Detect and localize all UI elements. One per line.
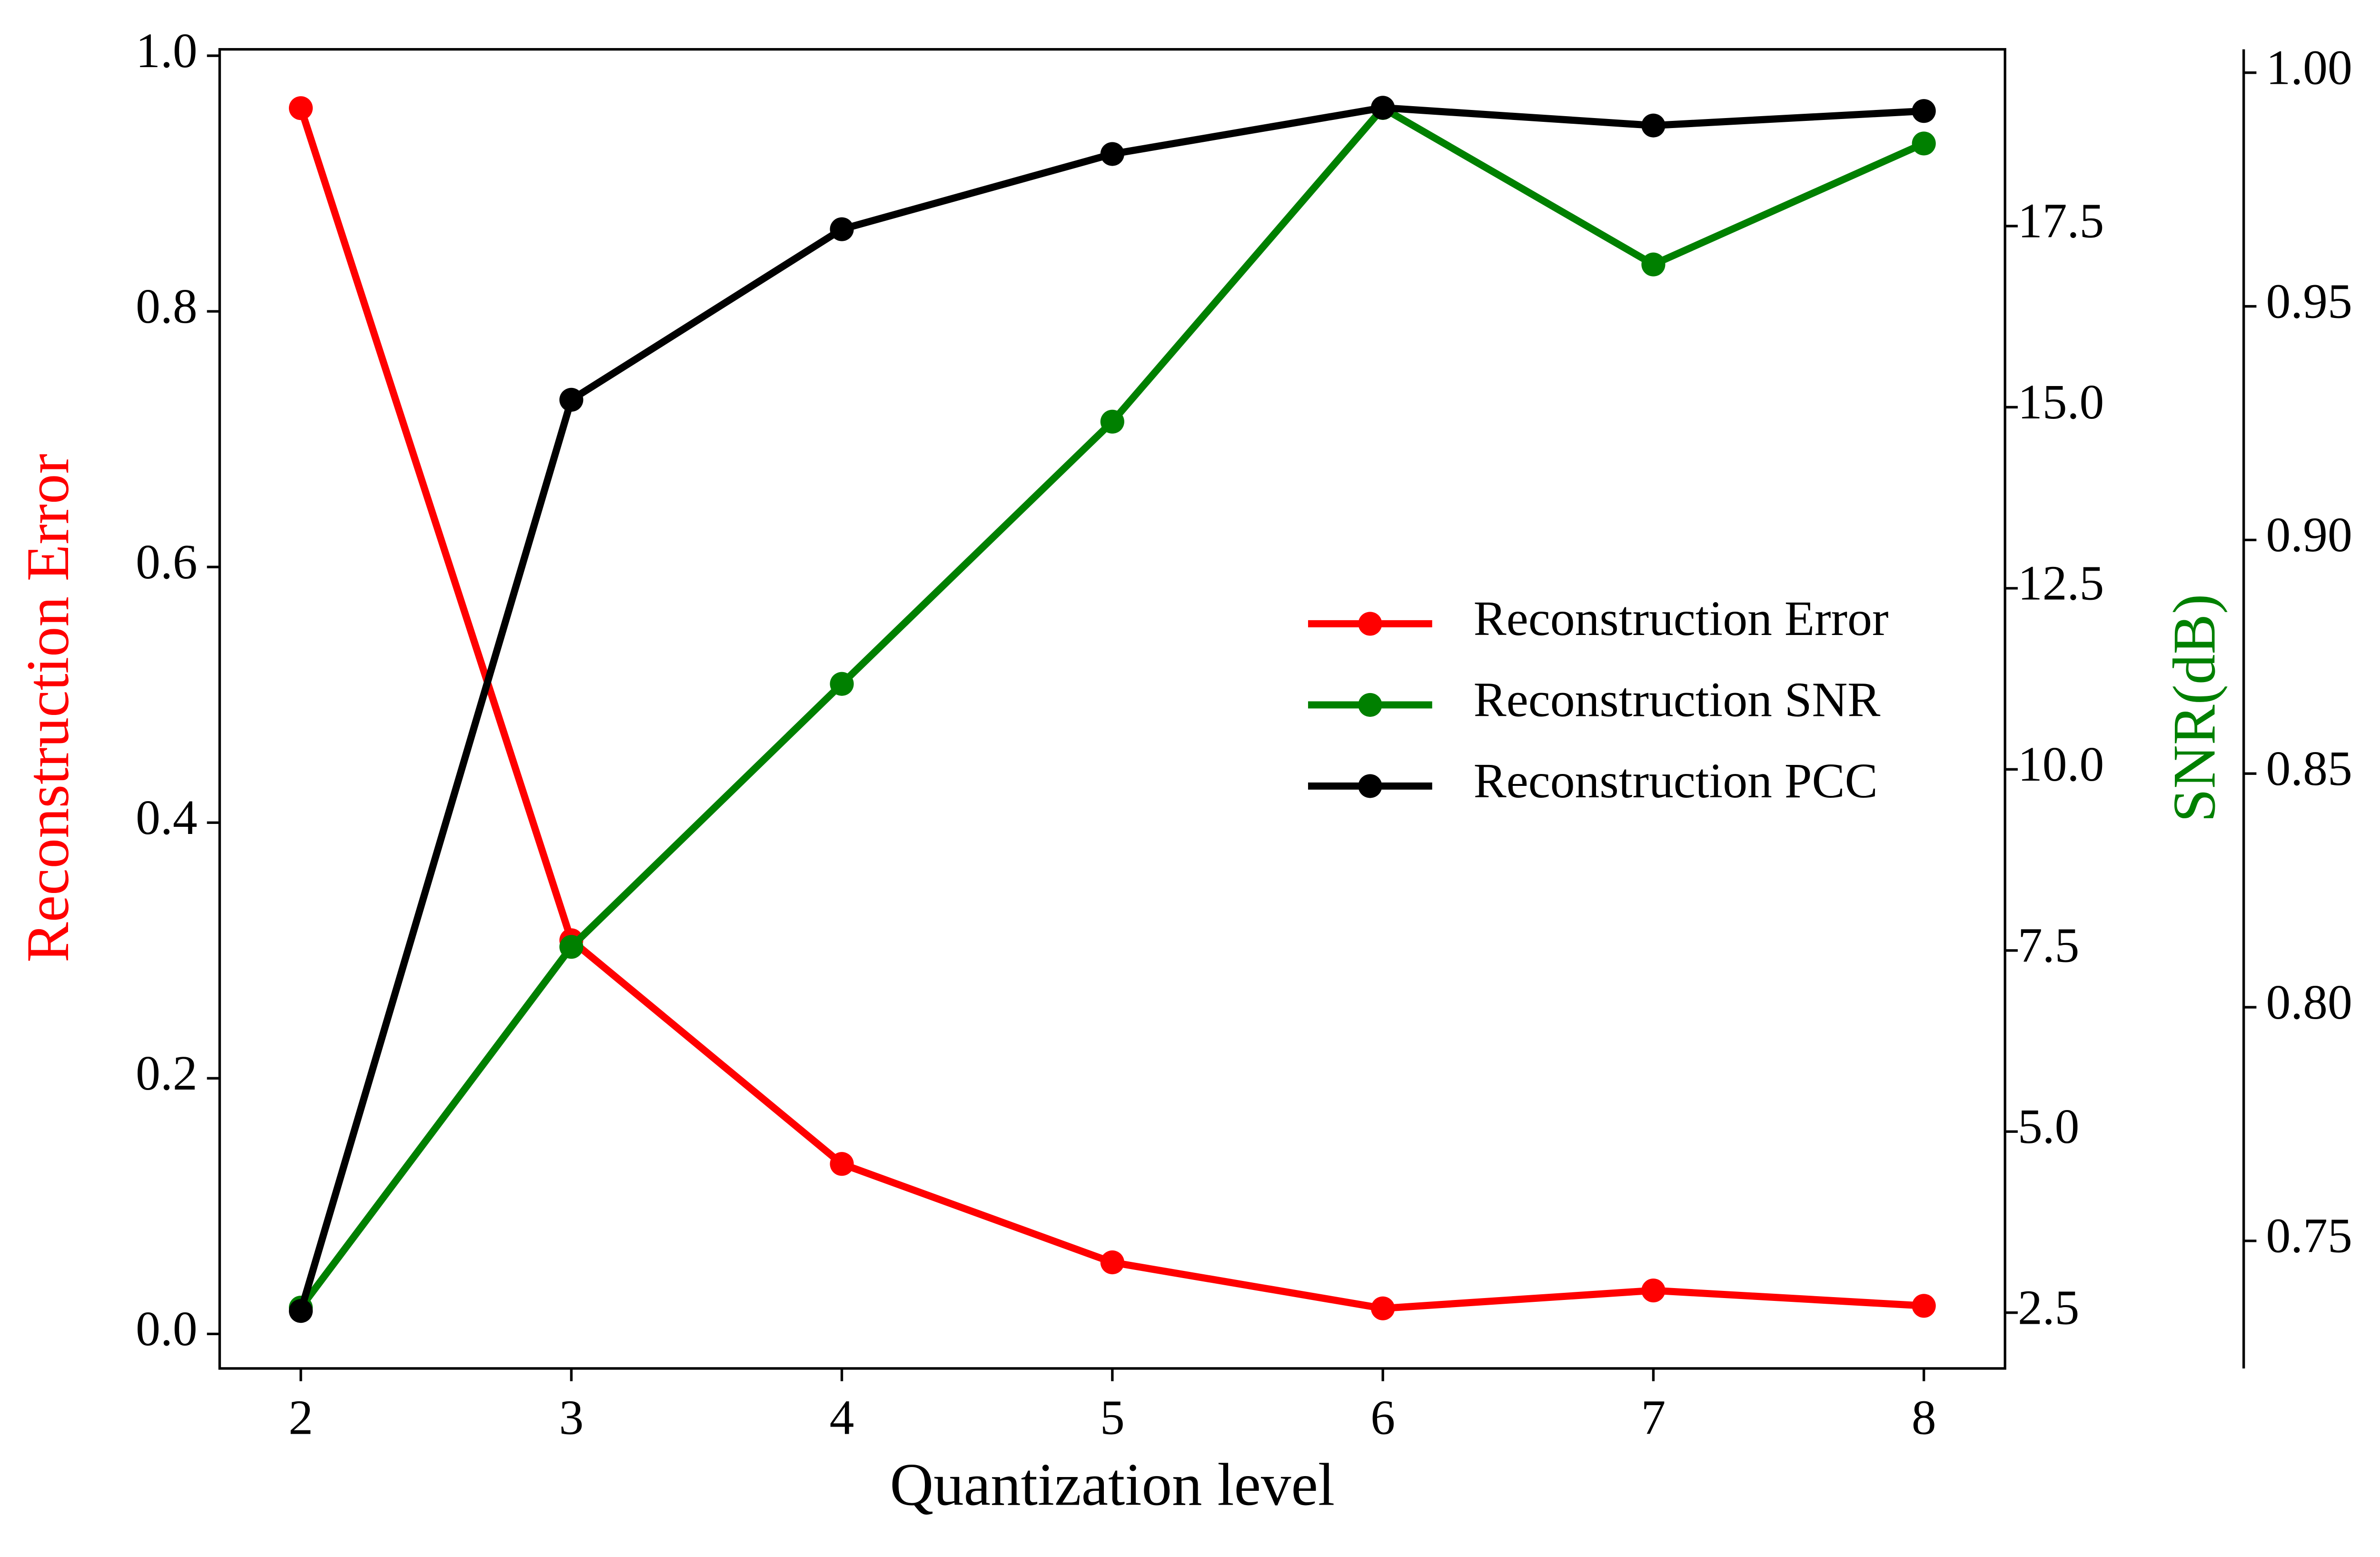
y-tick-label: 0.6 [136,535,198,589]
data-point [1641,113,1666,138]
x-tick-label: 6 [1370,1390,1395,1445]
data-point [1371,1296,1395,1320]
y-tick-label: 0.8 [136,279,198,334]
data-point [830,672,854,696]
data-point [559,387,584,412]
y2-tick-label: 17.5 [2018,194,2104,248]
legend-marker [1358,693,1382,717]
legend-label: Reconstruction SNR [1474,673,1881,727]
y-tick-label: 0.4 [136,791,198,845]
data-point [1912,99,1936,123]
data-point [1641,252,1666,277]
data-point [1912,131,1936,156]
data-point [830,1152,854,1176]
data-point [559,935,584,959]
x-axis-label: Quantization level [890,1451,1335,1518]
y-axis-label: Reconstruction Error [15,454,81,962]
y2-tick-label: 15.0 [2018,375,2104,429]
y3-tick-label: 0.75 [2266,1209,2352,1263]
y2-tick-label: 12.5 [2018,556,2104,611]
legend-label: Reconstruction Error [1474,592,1889,646]
y2-tick-label: 10.0 [2018,737,2104,792]
y-tick-label: 0.2 [136,1046,198,1101]
legend-marker [1358,774,1382,798]
x-tick-label: 8 [1912,1390,1936,1445]
data-point [1100,142,1124,166]
y3-tick-label: 0.80 [2266,975,2352,1030]
y2-axis-label: SNR(dB) [2162,594,2228,823]
data-point [1100,1250,1124,1275]
data-point [830,217,854,241]
y2-tick-label: 7.5 [2018,919,2080,973]
y-tick-label: 1.0 [136,24,198,78]
x-tick-label: 5 [1100,1390,1125,1445]
y3-tick-label: 0.90 [2266,508,2352,562]
y3-tick-label: 1.00 [2266,40,2352,95]
y3-tick-label: 0.85 [2266,742,2352,796]
data-point [288,1299,313,1323]
legend-label: Reconstruction PCC [1474,754,1878,808]
data-point [1912,1294,1936,1318]
legend-marker [1358,612,1382,636]
x-tick-label: 3 [559,1390,584,1445]
y-tick-label: 0.0 [136,1302,198,1356]
x-tick-label: 2 [288,1390,313,1445]
y2-tick-label: 5.0 [2018,1100,2080,1154]
data-point [288,96,313,120]
data-point [1641,1279,1666,1303]
x-tick-label: 7 [1641,1390,1666,1445]
x-tick-label: 4 [830,1390,854,1445]
y2-tick-label: 2.5 [2018,1280,2080,1335]
y3-tick-label: 0.95 [2266,274,2352,328]
data-point [1100,409,1124,434]
data-point [1371,96,1395,120]
